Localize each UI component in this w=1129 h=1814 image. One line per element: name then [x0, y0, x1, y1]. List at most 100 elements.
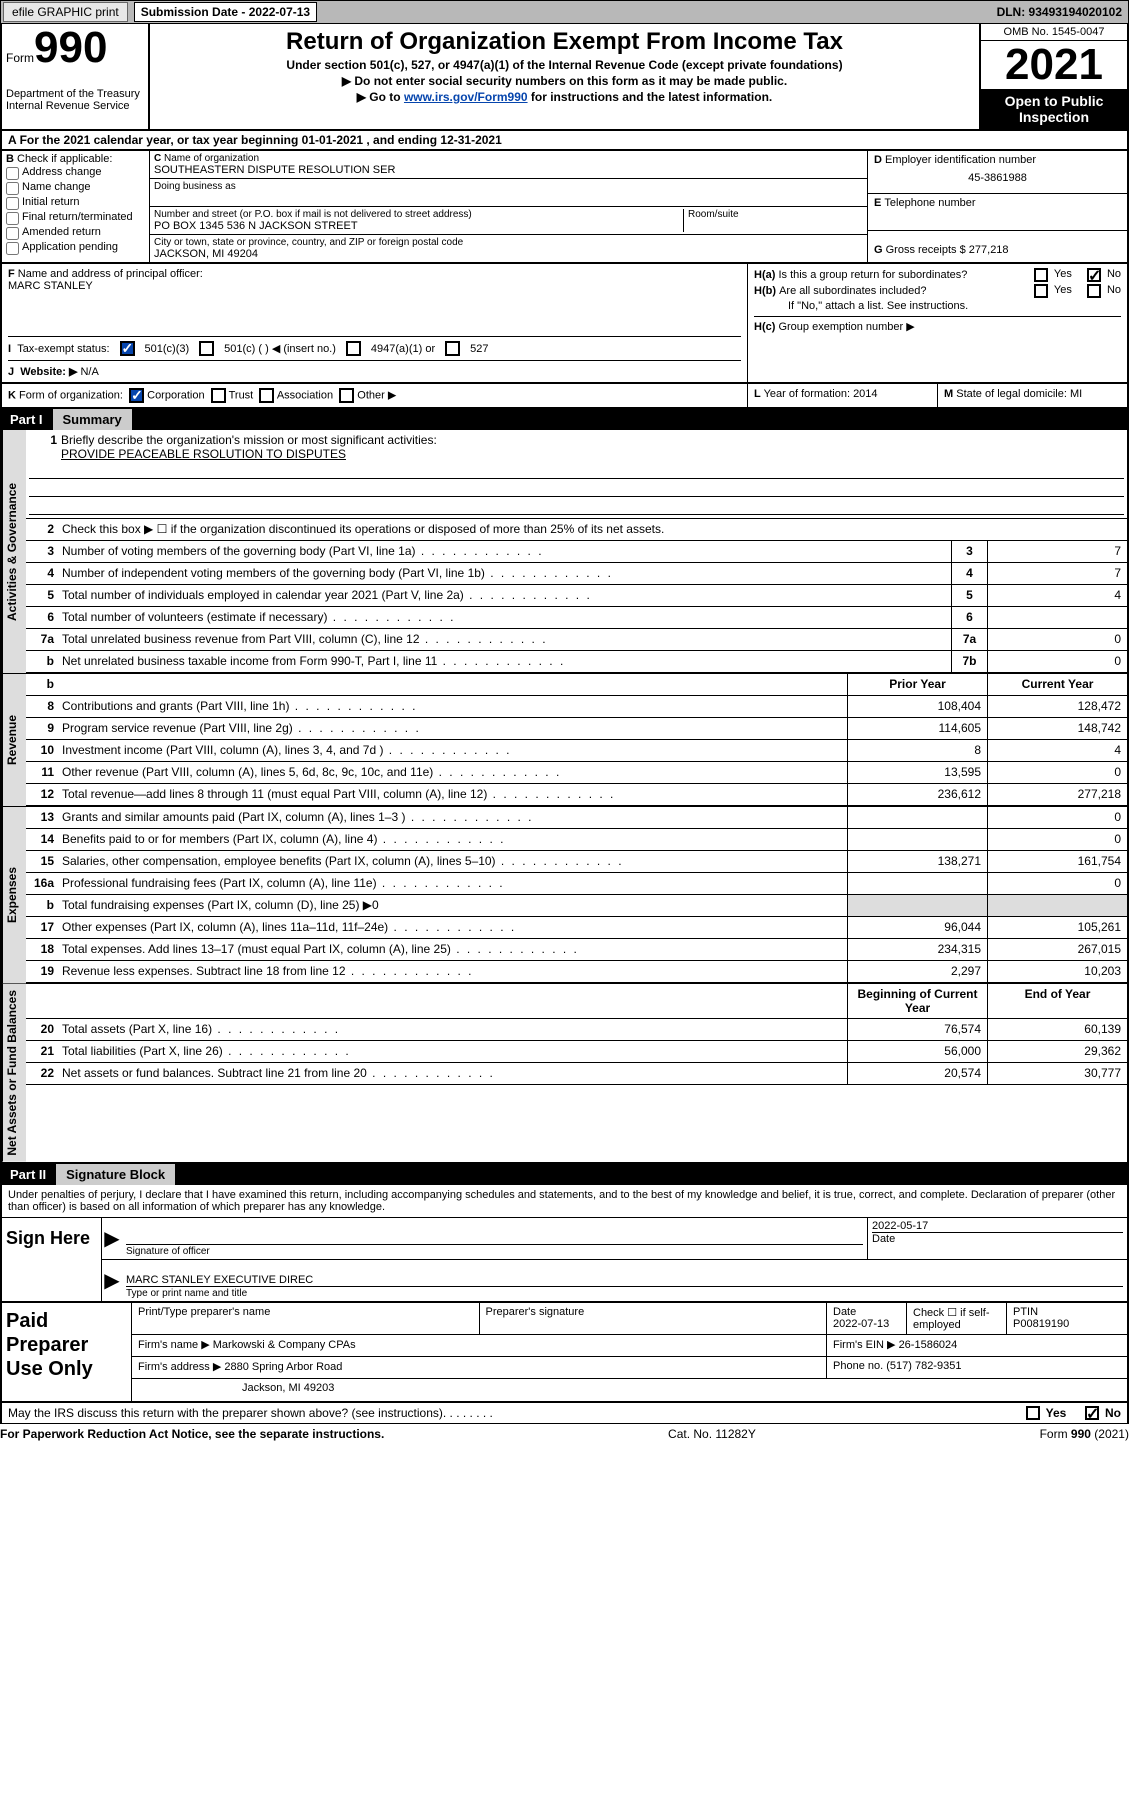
ha-yes[interactable]: [1034, 268, 1048, 282]
ein-label: Employer identification number: [885, 154, 1036, 166]
table-row: 21Total liabilities (Part X, line 26)56,…: [26, 1041, 1127, 1063]
gross-receipts-value: 277,218: [969, 244, 1009, 256]
efile-button[interactable]: efile GRAPHIC print: [3, 2, 128, 22]
line2-text: Check this box ▶ ☐ if the organization d…: [58, 519, 1127, 540]
mission-label: Briefly describe the organization's miss…: [61, 433, 437, 447]
table-row: bNet unrelated business taxable income f…: [26, 651, 1127, 673]
officer-name-label: Type or print name and title: [126, 1286, 1123, 1299]
officer-group-block: F Name and address of principal officer:…: [0, 264, 1129, 384]
table-row: 22Net assets or fund balances. Subtract …: [26, 1063, 1127, 1085]
form-number: 990: [34, 26, 107, 70]
gross-receipts-label: Gross receipts $: [886, 244, 966, 256]
hb-yes[interactable]: [1034, 284, 1048, 298]
table-row: 19Revenue less expenses. Subtract line 1…: [26, 961, 1127, 983]
entity-block: B Check if applicable: Address change Na…: [0, 151, 1129, 264]
firm-addr1: 2880 Spring Arbor Road: [224, 1361, 342, 1373]
form-header: Form 990 Department of the Treasury Inte…: [0, 24, 1129, 131]
sig-officer-label: Signature of officer: [126, 1244, 863, 1257]
discuss-no[interactable]: [1085, 1406, 1099, 1420]
check-applicable-label: Check if applicable:: [17, 153, 112, 165]
hc-label: Group exemption number ▶: [778, 321, 914, 333]
preparer-title: Paid Preparer Use Only: [2, 1303, 132, 1401]
domicile-state: MI: [1070, 388, 1082, 400]
ha-label: Is this a group return for subordinates?: [778, 269, 967, 281]
table-row: 12Total revenue—add lines 8 through 11 (…: [26, 784, 1127, 806]
form-title: Return of Organization Exempt From Incom…: [158, 28, 971, 56]
col-end-year: End of Year: [987, 984, 1127, 1018]
dept-label: Department of the Treasury: [6, 88, 144, 100]
irs-label: Internal Revenue Service: [6, 100, 144, 112]
chk-amended[interactable]: [6, 227, 19, 240]
form-org-label: Form of organization:: [19, 389, 123, 401]
hb-note: If "No," attach a list. See instructions…: [754, 300, 968, 312]
prep-date: 2022-07-13: [833, 1318, 889, 1330]
firm-ein: 26-1586024: [899, 1339, 958, 1351]
chk-app-pending[interactable]: [6, 242, 19, 255]
tab-governance: Activities & Governance: [2, 430, 26, 673]
chk-other[interactable]: [339, 388, 354, 403]
tab-expenses: Expenses: [2, 807, 26, 983]
mission-text: PROVIDE PEACEABLE RSOLUTION TO DISPUTES: [29, 447, 1124, 461]
chk-name-change[interactable]: [6, 182, 19, 195]
paperwork-notice: For Paperwork Reduction Act Notice, see …: [0, 1427, 384, 1441]
table-row: 9Program service revenue (Part VIII, lin…: [26, 718, 1127, 740]
sign-date-label: Date: [872, 1232, 1123, 1245]
dln-label: DLN: 93493194020102: [997, 5, 1128, 19]
firm-phone: (517) 782-9351: [886, 1360, 961, 1372]
col-current-year: Current Year: [987, 674, 1127, 695]
firm-addr2: Jackson, MI 49203: [132, 1379, 1127, 1401]
table-row: bTotal fundraising expenses (Part IX, co…: [26, 895, 1127, 917]
chk-assoc[interactable]: [259, 388, 274, 403]
org-address: PO BOX 1345 536 N JACKSON STREET: [154, 220, 679, 232]
discuss-row: May the IRS discuss this return with the…: [0, 1403, 1129, 1424]
table-row: 18Total expenses. Add lines 13–17 (must …: [26, 939, 1127, 961]
table-row: 4Number of independent voting members of…: [26, 563, 1127, 585]
chk-address-change[interactable]: [6, 167, 19, 180]
sign-arrow-icon-2: ▶: [102, 1260, 122, 1301]
org-name: SOUTHEASTERN DISPUTE RESOLUTION SER: [154, 164, 863, 176]
chk-final-return[interactable]: [6, 212, 19, 225]
discuss-yes[interactable]: [1026, 1406, 1040, 1420]
form-org-row: K Form of organization: Corporation Trus…: [0, 384, 1129, 409]
prep-sig-label: Preparer's signature: [486, 1306, 585, 1318]
chk-corp[interactable]: [129, 388, 144, 403]
declaration-text: Under penalties of perjury, I declare th…: [0, 1185, 1129, 1217]
chk-527[interactable]: [445, 341, 460, 356]
table-row: 8Contributions and grants (Part VIII, li…: [26, 696, 1127, 718]
form990-link[interactable]: www.irs.gov/Form990: [404, 90, 528, 104]
link-note: Go to www.irs.gov/Form990 for instructio…: [158, 90, 971, 104]
dba-label: Doing business as: [154, 181, 863, 192]
website-label: Website: ▶: [20, 366, 77, 378]
table-row: 13Grants and similar amounts paid (Part …: [26, 807, 1127, 829]
officer-label: Name and address of principal officer:: [18, 268, 203, 280]
table-row: 10Investment income (Part VIII, column (…: [26, 740, 1127, 762]
omb-number: OMB No. 1545-0047: [981, 24, 1127, 41]
table-row: 16aProfessional fundraising fees (Part I…: [26, 873, 1127, 895]
firm-name: Markowski & Company CPAs: [213, 1339, 356, 1351]
chk-501c[interactable]: [199, 341, 214, 356]
table-row: 5Total number of individuals employed in…: [26, 585, 1127, 607]
sign-here-label: Sign Here: [2, 1218, 102, 1301]
part2-header: Part II Signature Block: [0, 1164, 1129, 1185]
open-inspection: Open to Public Inspection: [981, 89, 1127, 129]
chk-initial-return[interactable]: [6, 197, 19, 210]
self-employed-check[interactable]: Check ☐ if self-employed: [907, 1303, 1007, 1334]
form-ident: Form 990 Department of the Treasury Inte…: [2, 24, 150, 129]
footer-line: For Paperwork Reduction Act Notice, see …: [0, 1424, 1129, 1444]
chk-501c3[interactable]: [120, 341, 135, 356]
chk-trust[interactable]: [211, 388, 226, 403]
table-row: 14Benefits paid to or for members (Part …: [26, 829, 1127, 851]
table-row: 20Total assets (Part X, line 16)76,57460…: [26, 1019, 1127, 1041]
officer-name: MARC STANLEY: [8, 280, 93, 292]
tax-status-label: Tax-exempt status:: [17, 343, 109, 355]
ptin-value: P00819190: [1013, 1318, 1069, 1330]
table-row: 15Salaries, other compensation, employee…: [26, 851, 1127, 873]
hb-label: Are all subordinates included?: [779, 285, 926, 297]
table-row: 17Other expenses (Part IX, column (A), l…: [26, 917, 1127, 939]
sign-block: Sign Here ▶ Signature of officer 2022-05…: [0, 1217, 1129, 1303]
hb-no[interactable]: [1087, 284, 1101, 298]
ha-no[interactable]: [1087, 268, 1101, 282]
chk-4947[interactable]: [346, 341, 361, 356]
org-city: JACKSON, MI 49204: [154, 248, 863, 260]
tab-net-assets: Net Assets or Fund Balances: [2, 984, 26, 1162]
